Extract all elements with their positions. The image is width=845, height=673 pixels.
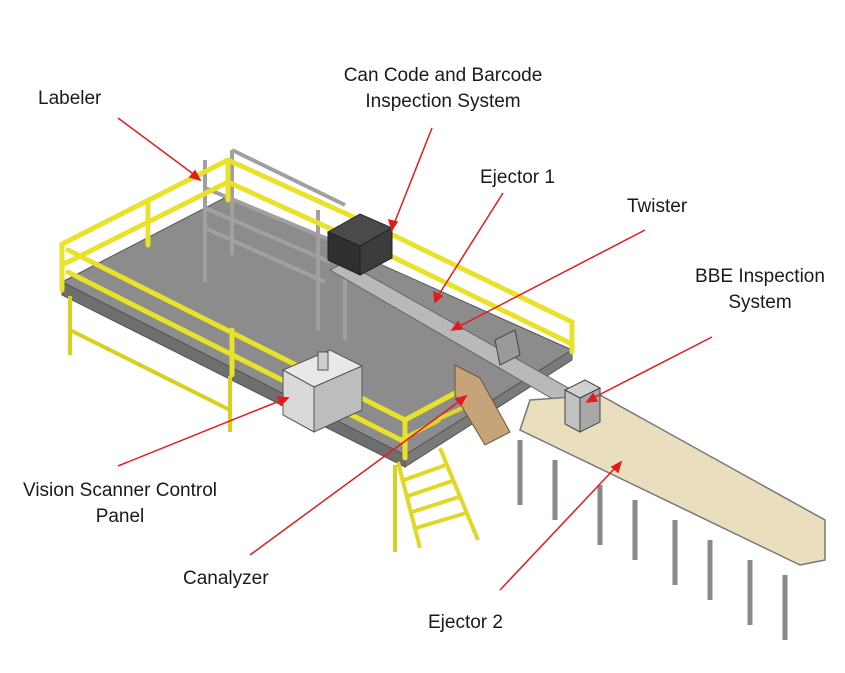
label-can-code-line1: Can Code and Barcode	[343, 65, 543, 86]
label-canalyzer-text: Canalyzer	[183, 568, 269, 589]
label-vision-line2: Panel	[95, 506, 145, 527]
label-vision-line1: Vision Scanner Control	[23, 480, 217, 501]
label-bbe-line2: System	[728, 292, 792, 313]
label-vision-scanner: Vision Scanner Control Panel	[0, 478, 240, 530]
label-bbe-inspection: BBE Inspection System	[675, 264, 845, 316]
monitor	[494, 329, 521, 366]
bbe-inspection-box	[563, 379, 602, 433]
label-twister: Twister	[627, 194, 687, 220]
label-ejector-2-text: Ejector 2	[428, 612, 503, 633]
label-bbe-line1: BBE Inspection	[695, 266, 825, 287]
vision-control-panel	[281, 349, 364, 433]
label-ejector-1: Ejector 1	[480, 165, 555, 191]
label-can-code-line2: Inspection System	[365, 91, 521, 112]
can-code-cabinet	[326, 213, 394, 276]
label-labeler-text: Labeler	[38, 88, 102, 109]
canalyzer-unit	[454, 364, 511, 446]
leader-lines	[117, 117, 713, 591]
label-canalyzer: Canalyzer	[183, 566, 269, 592]
label-labeler: Labeler	[38, 86, 101, 112]
platform-supports	[68, 296, 397, 552]
label-can-code-system: Can Code and Barcode Inspection System	[323, 63, 563, 115]
label-twister-text: Twister	[627, 196, 688, 217]
label-ejector-2: Ejector 2	[428, 610, 503, 636]
label-ejector-1-text: Ejector 1	[480, 167, 555, 188]
conveyor-legs	[517, 440, 788, 640]
